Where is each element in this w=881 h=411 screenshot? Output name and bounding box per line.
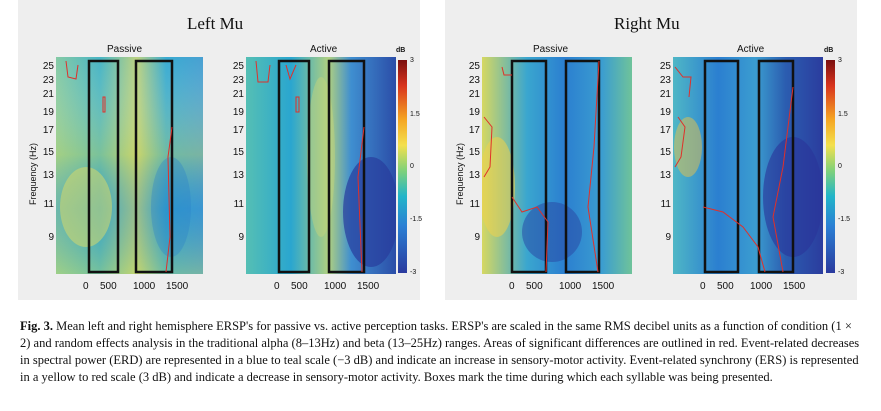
y-tick-label: 25	[659, 61, 671, 72]
figure-caption: Fig. 3. Mean left and right hemisphere E…	[20, 318, 865, 386]
right-colorbar-label: dB	[824, 47, 834, 54]
x-tick-label: 1500	[783, 281, 806, 292]
y-tick-label: 11	[660, 199, 671, 210]
y-tick-label: 21	[232, 89, 244, 100]
y-tick-label: 13	[42, 170, 54, 181]
y-tick-label: 19	[232, 107, 244, 118]
right-active-title: Active	[737, 44, 765, 55]
left-cbar-tick: 1.5	[410, 111, 420, 118]
right-cbar-tick: 1.5	[838, 111, 848, 118]
x-tick-label: 500	[100, 281, 117, 292]
y-tick-label: 17	[42, 125, 54, 136]
y-tick-label: 23	[232, 75, 244, 86]
y-tick-label: 19	[468, 107, 480, 118]
x-tick-label: 0	[83, 281, 89, 292]
y-tick-label: 23	[42, 75, 54, 86]
right-cbar-tick: -1.5	[838, 216, 851, 223]
y-tick-label: 17	[468, 125, 480, 136]
left-colorbar	[398, 60, 407, 273]
y-tick-label: 9	[665, 232, 671, 243]
y-tick-label: 11	[43, 199, 54, 210]
x-tick-label: 1500	[166, 281, 189, 292]
y-tick-label: 25	[42, 61, 54, 72]
y-tick-label: 19	[659, 107, 671, 118]
left-active-title: Active	[310, 44, 338, 55]
heatmap-right-passive	[482, 57, 632, 274]
caption-label: Fig. 3.	[20, 319, 53, 333]
y-tick-label: 15	[468, 147, 480, 158]
left-colorbar-label: dB	[396, 47, 406, 54]
x-tick-label: 0	[700, 281, 706, 292]
y-tick-label: 9	[238, 232, 244, 243]
y-tick-label: 21	[659, 89, 671, 100]
right-cbar-tick: 3	[838, 57, 842, 64]
heatmap-right-active	[673, 57, 823, 274]
y-tick-label: 15	[42, 147, 54, 158]
x-tick-label: 500	[291, 281, 308, 292]
x-tick-label: 0	[509, 281, 515, 292]
x-tick-label: 1500	[357, 281, 380, 292]
left-passive-title: Passive	[107, 44, 143, 55]
right-cbar-tick: 0	[838, 163, 842, 170]
y-tick-label: 17	[232, 125, 244, 136]
y-tick-label: 25	[232, 61, 244, 72]
y-tick-label: 23	[468, 75, 480, 86]
x-tick-label: 1000	[559, 281, 582, 292]
x-tick-label: 1500	[592, 281, 615, 292]
left-cbar-tick: -1.5	[410, 216, 423, 223]
y-tick-label: 15	[232, 147, 244, 158]
y-tick-label: 15	[659, 147, 671, 158]
left-cbar-tick: 0	[410, 163, 414, 170]
y-tick-label: 21	[42, 89, 54, 100]
x-tick-label: 1000	[324, 281, 347, 292]
heatmap-left-passive	[56, 57, 203, 274]
x-tick-label: 500	[717, 281, 734, 292]
right-colorbar	[826, 60, 835, 273]
left-cbar-tick: -3	[410, 269, 417, 276]
y-tick-label: 11	[233, 199, 244, 210]
y-tick-label: 9	[48, 232, 54, 243]
y-tick-label: 21	[468, 89, 480, 100]
y-tick-label: 13	[659, 170, 671, 181]
y-tick-label: 23	[659, 75, 671, 86]
y-tick-label: 9	[474, 232, 480, 243]
right-cbar-tick: -3	[838, 269, 845, 276]
left-mu-title: Left Mu	[187, 14, 244, 33]
heatmap-left-active	[246, 57, 396, 274]
left-cbar-tick: 3	[410, 57, 414, 64]
right-passive-title: Passive	[533, 44, 569, 55]
y-tick-label: 13	[468, 170, 480, 181]
y-tick-label: 17	[659, 125, 671, 136]
x-tick-label: 500	[526, 281, 543, 292]
right-mu-title: Right Mu	[614, 14, 680, 33]
x-tick-label: 0	[274, 281, 280, 292]
y-tick-label: 25	[468, 61, 480, 72]
y-tick-label: 11	[469, 199, 480, 210]
caption-text: Mean left and right hemisphere ERSP's fo…	[20, 319, 860, 384]
y-tick-label: 19	[42, 107, 54, 118]
x-tick-label: 1000	[750, 281, 773, 292]
y-tick-label: 13	[232, 170, 244, 181]
x-tick-label: 1000	[133, 281, 156, 292]
